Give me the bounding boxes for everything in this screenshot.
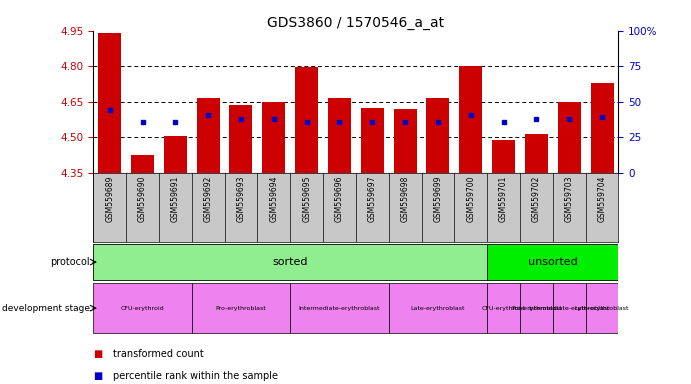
Bar [295,68,318,173]
Bar [361,108,384,173]
Text: Pro-erythroblast: Pro-erythroblast [511,306,562,311]
Text: development stage: development stage [2,304,90,313]
Text: GSM559689: GSM559689 [105,175,114,222]
Text: ■: ■ [93,371,102,381]
Bar [263,102,285,173]
Text: GSM559704: GSM559704 [598,175,607,222]
Bar [492,140,515,173]
Text: GSM559701: GSM559701 [499,175,508,222]
Text: Late-erythroblast: Late-erythroblast [575,306,630,311]
Text: ■: ■ [93,349,102,359]
Bar [520,283,553,333]
Text: GSM559699: GSM559699 [433,175,442,222]
Bar [98,33,121,173]
Text: GSM559698: GSM559698 [401,175,410,222]
Text: GSM559702: GSM559702 [532,175,541,222]
Text: percentile rank within the sample: percentile rank within the sample [113,371,278,381]
Text: GSM559691: GSM559691 [171,175,180,222]
Bar [93,244,487,280]
Text: protocol: protocol [50,257,90,267]
Bar [388,283,487,333]
Bar [93,283,192,333]
Bar [553,283,586,333]
Text: CFU-erythroid: CFU-erythroid [121,306,164,311]
Bar [586,283,618,333]
Text: GSM559692: GSM559692 [204,175,213,222]
Bar [591,83,614,173]
Text: GSM559696: GSM559696 [335,175,344,222]
Text: GSM559695: GSM559695 [302,175,311,222]
Bar [487,244,618,280]
Bar [460,66,482,173]
Bar [229,105,252,173]
Bar [164,136,187,173]
Text: unsorted: unsorted [528,257,578,267]
Text: GSM559700: GSM559700 [466,175,475,222]
Bar [290,283,388,333]
Title: GDS3860 / 1570546_a_at: GDS3860 / 1570546_a_at [267,16,444,30]
Text: Intermediate-erythroblast: Intermediate-erythroblast [529,306,610,311]
Bar [525,134,548,173]
Text: GSM559694: GSM559694 [269,175,278,222]
Text: transformed count: transformed count [113,349,203,359]
Bar [328,98,351,173]
Bar [558,102,580,173]
Bar [487,283,520,333]
Text: GSM559703: GSM559703 [565,175,574,222]
Text: GSM559693: GSM559693 [236,175,245,222]
Text: sorted: sorted [272,257,308,267]
Text: Late-erythroblast: Late-erythroblast [410,306,465,311]
Text: GSM559690: GSM559690 [138,175,147,222]
Bar [197,98,220,173]
Bar [426,98,449,173]
Text: CFU-erythroid: CFU-erythroid [482,306,525,311]
Bar [192,283,290,333]
Text: Pro-erythroblast: Pro-erythroblast [216,306,266,311]
Text: Intermediate-erythroblast: Intermediate-erythroblast [299,306,380,311]
Bar [394,109,417,173]
Bar [131,155,154,173]
Text: GSM559697: GSM559697 [368,175,377,222]
